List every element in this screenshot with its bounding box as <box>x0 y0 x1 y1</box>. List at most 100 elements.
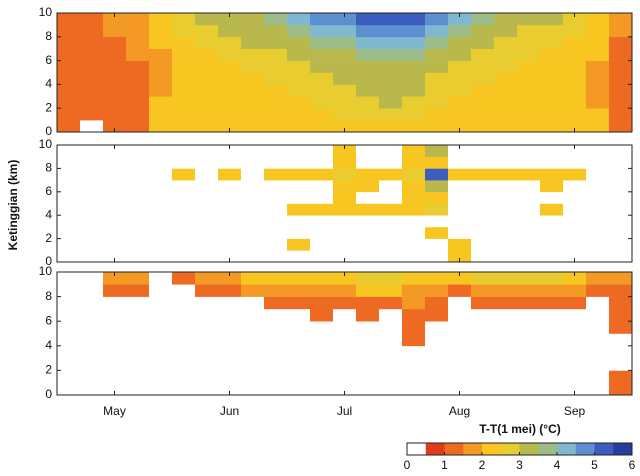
heatmap-cell <box>218 215 242 228</box>
y-tick-label: 4 <box>45 77 52 91</box>
heatmap-cell <box>425 191 449 204</box>
heatmap-cell <box>586 272 610 285</box>
heatmap-cell <box>218 345 242 359</box>
heatmap-cell <box>172 145 196 157</box>
heatmap-cell <box>356 358 380 371</box>
heatmap-cell <box>425 215 449 228</box>
heatmap-cell <box>379 13 403 26</box>
heatmap-cell <box>563 215 587 228</box>
heatmap-cell <box>356 191 380 204</box>
heatmap-cell <box>264 345 288 359</box>
heatmap-cell <box>471 250 495 263</box>
heatmap-cell <box>149 60 173 73</box>
heatmap-cell <box>126 238 150 251</box>
heatmap-cell <box>57 250 81 263</box>
heatmap-cell <box>540 60 564 73</box>
heatmap-cell <box>494 370 518 383</box>
heatmap-cell <box>310 226 334 239</box>
heatmap-cell <box>494 24 518 38</box>
heatmap-cell <box>609 238 633 251</box>
heatmap-cell <box>494 284 518 297</box>
heatmap-cell <box>80 13 104 26</box>
heatmap-cell <box>149 226 173 239</box>
heatmap-cell <box>172 120 196 133</box>
heatmap-cell <box>609 215 633 228</box>
heatmap-cell <box>80 145 104 157</box>
heatmap-cell <box>471 333 495 347</box>
heatmap-cell <box>379 215 403 228</box>
heatmap-cell <box>609 226 633 239</box>
heatmap-cell <box>126 333 150 347</box>
heatmap-cell <box>333 250 357 263</box>
heatmap-cell <box>172 308 196 322</box>
heatmap-cell <box>402 60 426 73</box>
heatmap-cell <box>586 238 610 251</box>
heatmap-cell <box>517 226 541 239</box>
heatmap-cell <box>425 108 449 121</box>
heatmap-cell <box>425 272 449 285</box>
heatmap-cell <box>540 370 564 383</box>
heatmap-cell <box>310 238 334 251</box>
heatmap-cell <box>218 203 242 216</box>
heatmap-cell <box>586 72 610 85</box>
heatmap-cell <box>195 120 219 133</box>
heatmap-cell <box>287 296 311 310</box>
heatmap-cell <box>241 238 265 251</box>
heatmap-cell <box>172 226 196 239</box>
heatmap-cell <box>563 370 587 383</box>
heatmap-cell <box>57 24 81 38</box>
heatmap-cell <box>218 382 242 396</box>
heatmap-cell <box>586 60 610 73</box>
heatmap-cell <box>195 238 219 251</box>
heatmap-cell <box>356 321 380 334</box>
heatmap-cell <box>80 108 104 121</box>
heatmap-cell <box>425 250 449 263</box>
heatmap-cell <box>517 333 541 347</box>
heatmap-cell <box>494 203 518 216</box>
heatmap-cell <box>149 24 173 38</box>
heatmap-cell <box>126 36 150 49</box>
heatmap-cell <box>494 345 518 359</box>
heatmap-cell <box>333 13 357 26</box>
heatmap-cell <box>103 226 127 239</box>
heatmap-cell <box>448 226 472 239</box>
heatmap-cell <box>425 358 449 371</box>
heatmap-cell <box>310 60 334 73</box>
heatmap-cell <box>103 358 127 371</box>
heatmap-cell <box>471 321 495 334</box>
heatmap-cell <box>57 308 81 322</box>
heatmap-cell <box>540 145 564 157</box>
heatmap-cell <box>264 168 288 181</box>
heatmap-cell <box>402 48 426 61</box>
heatmap-cell <box>563 24 587 38</box>
heatmap-cell <box>448 250 472 263</box>
heatmap-cell <box>195 145 219 157</box>
heatmap-cell <box>264 36 288 49</box>
heatmap-cell <box>241 145 265 157</box>
heatmap-cell <box>57 215 81 228</box>
heatmap-cell <box>103 203 127 216</box>
heatmap-cell <box>517 370 541 383</box>
heatmap-cell <box>402 36 426 49</box>
heatmap-cell <box>402 238 426 251</box>
heatmap-cell <box>103 191 127 204</box>
heatmap-cell <box>264 120 288 133</box>
heatmap-cell <box>563 84 587 97</box>
heatmap-cell <box>586 370 610 383</box>
heatmap-cell <box>149 145 173 157</box>
heatmap-cell <box>448 96 472 109</box>
heatmap-cell <box>471 345 495 359</box>
heatmap-cell <box>609 296 633 310</box>
heatmap-cell <box>264 156 288 169</box>
heatmap-cell <box>172 382 196 396</box>
heatmap-cell <box>241 215 265 228</box>
heatmap-cell <box>494 13 518 26</box>
heatmap-cell <box>264 108 288 121</box>
heatmap-cell <box>333 296 357 310</box>
heatmap-cell <box>80 168 104 181</box>
heatmap-cell <box>103 36 127 49</box>
heatmap-cell <box>172 358 196 371</box>
heatmap-cell <box>517 250 541 263</box>
heatmap-cell <box>563 226 587 239</box>
heatmap-cell <box>241 60 265 73</box>
